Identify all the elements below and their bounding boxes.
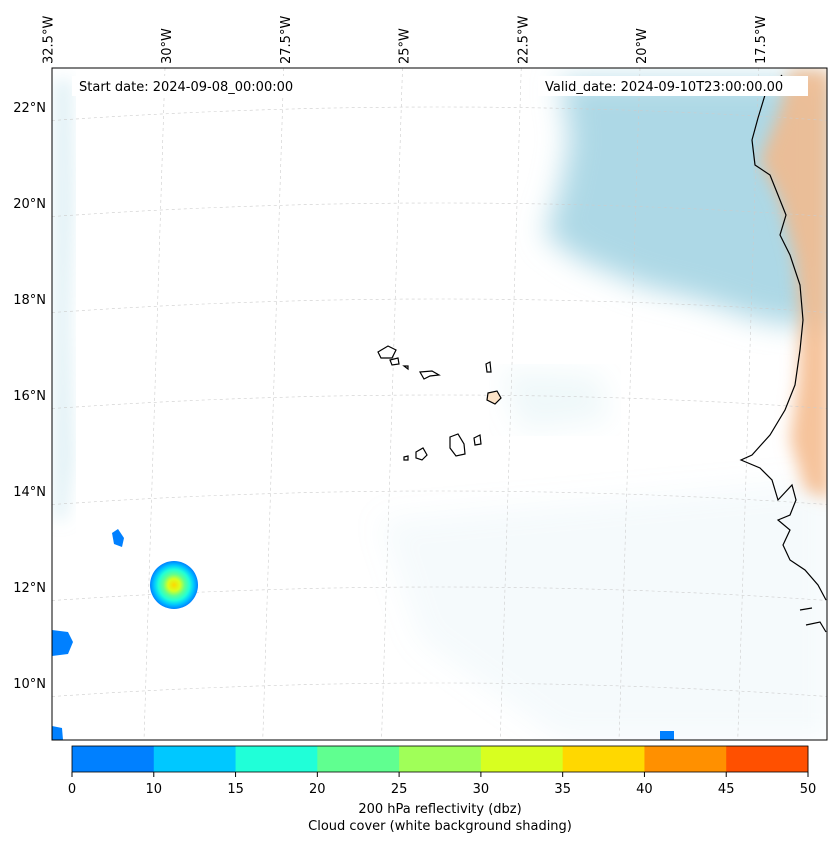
coastline-africa <box>739 74 827 633</box>
reflectivity-cells <box>52 529 674 740</box>
colorbar-segments <box>72 746 809 772</box>
cloud-patch-center <box>500 370 610 430</box>
island-santa-luzia <box>402 365 409 371</box>
land-warm-shading <box>760 70 827 499</box>
meridian-line <box>25 68 46 740</box>
start-date-label: Start date: 2024-09-08_00:00:00 <box>79 80 293 95</box>
colorbar-tick-label: 20 <box>309 782 326 797</box>
longitude-labels: 32.5°W 30°W 27.5°W 25°W 22.5°W 20°W 17.5°W <box>41 16 769 64</box>
colorbar: 0 10 15 20 25 30 35 40 45 50 200 hPa reflectivity… <box>68 745 816 834</box>
longitude-tick-label: 22.5°W <box>516 16 531 64</box>
valid-date-label: Valid_date: 2024-09-10T23:00:00.00 <box>545 80 783 95</box>
meridian-line <box>381 68 403 740</box>
island-santo-antao <box>377 345 397 359</box>
storm-cell-west-edge <box>52 630 73 656</box>
colorbar-segment <box>726 746 809 772</box>
colorbar-tick-label: 30 <box>473 782 490 797</box>
graticule <box>25 68 827 740</box>
storm-cell-southwest-corner <box>52 726 63 740</box>
longitude-tick-label: 27.5°W <box>279 16 294 64</box>
meridian-line <box>499 68 522 740</box>
colorbar-tick-label: 0 <box>68 782 76 797</box>
storm-cell-small-north <box>112 529 124 547</box>
storm-cell-south-edge <box>660 731 674 740</box>
longitude-tick-label: 32.5°W <box>41 16 56 64</box>
island-sao-nicolau <box>419 370 441 380</box>
island-brava <box>403 455 409 461</box>
meridian-line <box>262 68 285 740</box>
colorbar-border <box>71 745 809 773</box>
colorbar-segment <box>480 746 564 772</box>
latitude-tick-label: 16°N <box>13 389 46 404</box>
colorbar-tick-label: 35 <box>554 782 571 797</box>
latitude-tick-label: 22°N <box>13 101 46 116</box>
colorbar-tick-label: 45 <box>718 782 735 797</box>
colorbar-tick-label: 50 <box>800 782 817 797</box>
map-frame-border <box>51 67 828 741</box>
colorbar-segment <box>72 746 155 772</box>
colorbar-segment <box>317 746 400 772</box>
meridian-line <box>143 68 166 740</box>
storm-cell-main <box>150 561 198 609</box>
colorbar-segment <box>399 746 482 772</box>
island-maio <box>473 434 482 446</box>
latitude-tick-label: 20°N <box>13 197 46 212</box>
latitude-labels: 22°N 20°N 18°N 16°N 14°N 12°N 10°N <box>13 101 46 692</box>
colorbar-segment <box>562 746 645 772</box>
cloud-patch-south <box>380 480 827 740</box>
island-sal <box>485 361 492 373</box>
longitude-tick-label: 17.5°W <box>754 16 769 64</box>
longitude-tick-label: 20°W <box>635 28 650 64</box>
colorbar-segment <box>153 746 237 772</box>
colorbar-segment <box>644 746 727 772</box>
longitude-tick-label: 30°W <box>160 28 175 64</box>
colorbar-tick-label: 25 <box>391 782 408 797</box>
island-sao-vicente <box>389 357 400 366</box>
colorbar-label-line2: Cloud cover (white background shading) <box>308 819 572 834</box>
colorbar-segment <box>235 746 318 772</box>
latitude-tick-label: 10°N <box>13 677 46 692</box>
island-fogo <box>415 447 428 461</box>
colorbar-tick-label: 40 <box>636 782 653 797</box>
valid-date-box <box>538 76 808 96</box>
colorbar-ticks: 0 10 15 20 25 30 35 40 45 50 <box>68 772 816 797</box>
cloud-band-west <box>54 80 74 520</box>
meridian-line <box>737 68 760 740</box>
latitude-tick-label: 14°N <box>13 485 46 500</box>
cape-verde-islands <box>377 345 502 461</box>
latitude-tick-label: 18°N <box>13 293 46 308</box>
island-boa-vista <box>486 390 502 405</box>
start-date-box <box>72 76 312 96</box>
latitude-tick-label: 12°N <box>13 581 46 596</box>
meridian-line <box>618 68 641 740</box>
colorbar-tick-label: 10 <box>146 782 163 797</box>
longitude-tick-label: 25°W <box>398 28 413 64</box>
colorbar-tick-label: 15 <box>227 782 244 797</box>
colorbar-label-line1: 200 hPa reflectivity (dbz) <box>358 802 521 817</box>
island-santiago <box>449 433 466 457</box>
